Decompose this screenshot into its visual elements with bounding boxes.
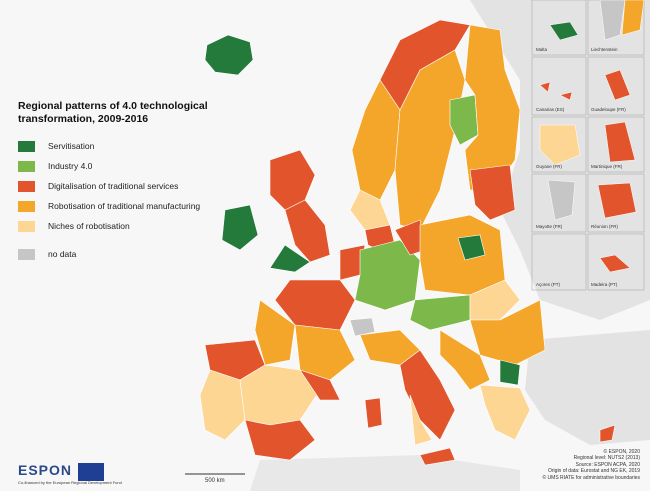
region [449,94,479,146]
region [419,214,506,296]
inset-label: Guadeloupe (FR) [591,107,626,112]
region [469,164,516,221]
insets [531,0,645,291]
region [409,294,471,331]
legend-swatch [18,140,35,152]
inset-shapes [539,0,645,273]
region [364,397,383,429]
inset-label: Açores (PT) [536,282,561,287]
region [547,179,576,221]
legend-label: Digitalisation of traditional services [48,181,179,191]
funding-note: Co-financed by the European Regional Dev… [18,480,122,485]
region [299,369,341,401]
region [599,254,631,273]
region [597,182,637,219]
scale-label: 500 km [205,478,225,484]
map-title: Regional patterns of 4.0 technological t… [18,100,208,125]
credit-line: Origin of data: Eurostat and NG EK, 2019 [548,468,640,474]
region [399,349,456,441]
inset-label: Canarias (ES) [536,107,565,112]
region [221,204,259,251]
legend-label: Servitisation [48,141,95,151]
legend-item: Digitalisation of traditional services [18,176,200,196]
legend-swatch [18,200,35,212]
region [469,279,521,321]
legend-item: Robotisation of traditional manufacturin… [18,196,200,216]
credits: © ESPON, 2020 Regional level: NUTS2 (2013… [542,449,640,482]
legend-label: Robotisation of traditional manufacturin… [48,201,201,211]
credit-line: Regional level: NUTS2 (2013) [573,455,640,461]
region [539,81,551,93]
inset-label: Réunion (FR) [591,224,619,229]
region [284,199,331,263]
legend-item: Niches of robotisation [18,216,200,236]
credit-line: © ESPON, 2020 [603,448,640,455]
inset-label: Martinique (FR) [591,164,623,169]
credit-line: Source: ESPON ACPA, 2020 [575,461,640,468]
region [204,34,254,76]
inset-label: Guyane (FR) [536,164,563,169]
logo: ESPON [18,462,73,478]
region [409,394,433,446]
region [244,419,316,461]
region [457,234,486,261]
region [349,317,376,337]
inset-label: Liechtenstein [591,47,618,52]
legend-item: Industry 4.0 [18,156,200,176]
legend-swatch [18,248,35,260]
credit-line: © UMS RIATE for administrative boundarie… [542,474,640,481]
inset-label: Madeira (PT) [591,282,618,287]
region [539,124,581,166]
region [604,121,636,163]
region [599,424,616,443]
legend-item: no data [18,244,200,264]
region [621,0,645,36]
legend-label: Industry 4.0 [48,161,93,171]
legend-swatch [18,220,35,232]
region [269,244,311,273]
region [294,324,356,381]
regions [199,19,616,466]
region [439,329,491,391]
region [419,447,456,466]
legend-label: Niches of robotisation [48,221,130,231]
legend: Servitisation Industry 4.0 Digitalisation … [18,136,200,264]
legend-swatch [18,180,35,192]
inset-label: Malta [536,47,548,52]
eu-flag [78,463,104,481]
region [549,21,579,41]
region [254,299,296,366]
region [604,69,631,101]
north-africa [250,455,520,491]
inset-label: Mayotte (FR) [536,224,563,229]
region [559,91,573,101]
legend-item: Servitisation [18,136,200,156]
region [394,49,466,231]
region [499,359,521,386]
region [599,0,626,41]
turkey [525,330,650,445]
legend-swatch [18,160,35,172]
legend-label: no data [48,249,77,259]
region [479,384,531,441]
